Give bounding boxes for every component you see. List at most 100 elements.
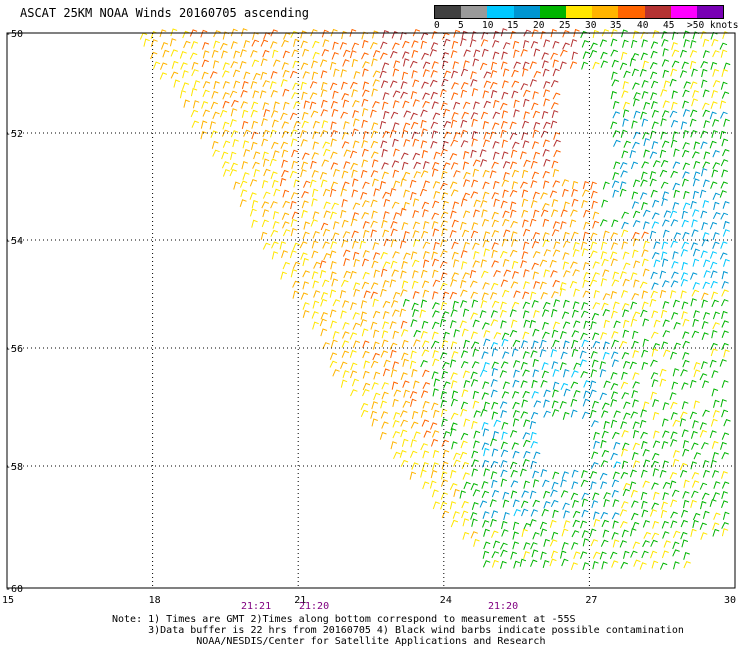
wind-barb (661, 550, 669, 559)
wind-barb (663, 210, 671, 218)
wind-barb (651, 251, 660, 260)
wind-barb (410, 112, 418, 120)
wind-barb (230, 151, 237, 160)
wind-barb (249, 208, 257, 217)
wind-barb (202, 80, 211, 89)
wind-barb (463, 150, 470, 160)
wind-barb (501, 332, 510, 340)
wind-barb (593, 431, 600, 440)
wind-barb (463, 49, 471, 57)
wind-barb (362, 39, 369, 49)
wind-barb (619, 340, 628, 349)
wind-barb (709, 499, 717, 507)
wind-barb (600, 511, 608, 520)
wind-barb (590, 321, 597, 330)
wind-barb (500, 361, 509, 369)
wind-barb (539, 259, 548, 267)
wind-barb (602, 351, 610, 360)
wind-barb (320, 222, 329, 231)
wind-barb (271, 241, 279, 249)
wind-barb (340, 379, 348, 388)
wind-barb (372, 100, 380, 109)
wind-barb (712, 118, 720, 127)
wind-barb (511, 90, 519, 99)
wind-barb (240, 49, 247, 58)
wind-barb (382, 280, 390, 288)
wind-barb (642, 401, 650, 410)
wind-barb (411, 462, 419, 470)
wind-barb (652, 440, 661, 448)
wind-barb (471, 222, 479, 230)
wind-barb (201, 71, 209, 80)
wind-barb (681, 178, 689, 187)
wind-barb (690, 129, 698, 138)
wind-barb (350, 389, 358, 397)
wind-barb (352, 202, 361, 210)
wind-barb (362, 131, 370, 140)
wind-barb (340, 81, 348, 90)
wind-barb (500, 449, 509, 457)
wind-barb (282, 88, 290, 97)
wind-barb (432, 388, 439, 397)
wind-barb (643, 101, 651, 110)
wind-barb (500, 279, 508, 287)
wind-barb (322, 228, 330, 237)
wind-barb (501, 431, 508, 440)
wind-barb (231, 99, 239, 107)
wind-barb (390, 239, 398, 248)
wind-barb (509, 329, 518, 338)
wind-barb (500, 560, 507, 569)
wind-barb (531, 240, 540, 249)
wind-barb (551, 361, 559, 370)
wind-barb (691, 490, 699, 498)
wind-barb (321, 48, 329, 57)
wind-barb (701, 442, 709, 450)
wind-barb (509, 461, 518, 470)
wind-barb (513, 49, 520, 58)
wind-barb (560, 479, 567, 488)
wind-barb (449, 229, 457, 238)
wind-barb (449, 482, 458, 491)
wind-barb (400, 419, 408, 427)
wind-barb (721, 330, 729, 338)
wind-barb (673, 342, 681, 350)
wind-barb (711, 388, 719, 397)
wind-barb (400, 429, 408, 438)
wind-barb (632, 381, 640, 389)
wind-barb (281, 159, 288, 168)
wind-barb (420, 469, 427, 478)
wind-barb (213, 30, 221, 38)
wind-barb (431, 168, 439, 177)
wind-barb (663, 540, 671, 548)
wind-barb (422, 161, 430, 170)
wind-barb (379, 120, 387, 130)
wind-barb (441, 51, 450, 60)
wind-barb (709, 430, 717, 439)
wind-barb (691, 151, 700, 159)
wind-barb (640, 179, 648, 187)
wind-barb (443, 120, 452, 128)
wind-barb (630, 272, 638, 281)
wind-barb (532, 479, 540, 488)
wind-barb (712, 311, 720, 320)
wind-barb (673, 561, 680, 570)
wind-barb (270, 89, 278, 98)
wind-barb (312, 51, 320, 60)
wind-barb (449, 359, 457, 368)
wind-barb (322, 188, 331, 197)
wind-barb (649, 178, 657, 187)
wind-barb (451, 219, 459, 228)
wind-barb (411, 259, 420, 267)
wind-barb (351, 58, 358, 68)
wind-barb (381, 162, 389, 170)
wind-barb (241, 161, 248, 170)
wind-barb (403, 389, 410, 398)
wind-barb (301, 111, 309, 120)
wind-barb (570, 381, 579, 389)
wind-barb (709, 111, 717, 120)
wind-barb (622, 109, 630, 118)
wind-barb (463, 171, 471, 180)
wind-barb (650, 331, 659, 339)
wind-barb (233, 50, 240, 59)
wind-barb (711, 370, 719, 378)
